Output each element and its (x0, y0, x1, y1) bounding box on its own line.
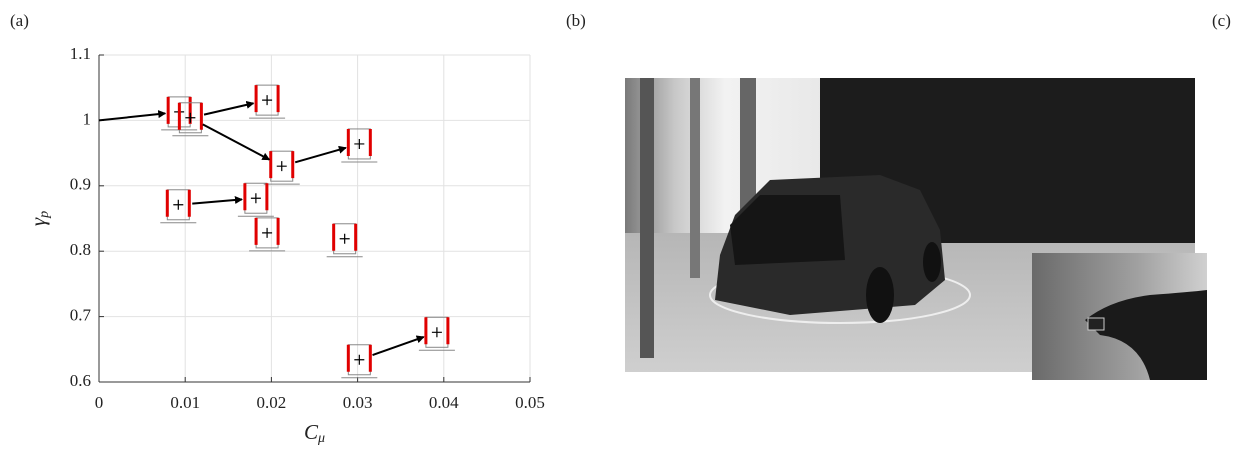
point (341, 128, 378, 163)
y-tick-label: 0.7 (70, 306, 92, 325)
point-box-red (332, 223, 358, 251)
point-cross (262, 227, 273, 238)
point-cross (276, 161, 287, 172)
x-tick-label: 0.04 (429, 393, 459, 412)
point (418, 316, 455, 351)
y-tick-label: 1.1 (70, 44, 91, 63)
y-tick-label: 0.8 (70, 240, 91, 259)
point-box-red (177, 102, 203, 130)
x-tick-label: 0.01 (170, 393, 200, 412)
x-axis-label-sub: μ (317, 431, 325, 446)
y-tick-label: 0.6 (70, 371, 91, 390)
point-cross (250, 193, 261, 204)
x-tick-label: 0.02 (257, 393, 287, 412)
point-cross (431, 327, 442, 338)
x-tick-label: 0.03 (343, 393, 373, 412)
point-box-red (254, 85, 280, 113)
panel-label: (b) (566, 11, 586, 30)
y-tick-label: 0.9 (70, 175, 91, 194)
point (237, 182, 274, 217)
panel-label: (c) (1212, 11, 1231, 30)
point (160, 189, 197, 224)
point (172, 102, 209, 137)
photo-wind-tunnel (625, 78, 1195, 372)
point-box-red (243, 183, 269, 211)
point-cross (354, 138, 365, 149)
x-tick-label: 0.05 (515, 393, 545, 412)
point-box-red (424, 317, 450, 345)
point-cross (173, 199, 184, 210)
x-axis-label-main: C (304, 420, 319, 444)
point-cross (185, 112, 196, 123)
arrow (372, 335, 425, 357)
arrow (203, 100, 255, 116)
arrow (294, 145, 347, 164)
point-box-red (269, 151, 295, 179)
point-box-red (254, 217, 280, 245)
point-box-red (346, 128, 372, 156)
point-cross (354, 354, 365, 365)
point (263, 150, 300, 185)
point (249, 84, 286, 119)
point-cross (339, 233, 350, 244)
y-axis-label: γp (26, 211, 52, 226)
arrow (202, 123, 271, 161)
point (249, 217, 286, 252)
y-axis-label-main: γ (26, 217, 50, 226)
x-axis-label: Cμ (304, 420, 325, 446)
point (341, 344, 378, 379)
y-tick-label: 1 (83, 109, 92, 128)
arrow (192, 196, 243, 205)
arrow (98, 110, 167, 122)
panel-label: (a) (10, 11, 29, 30)
point-box-red (165, 189, 191, 217)
point (326, 223, 363, 258)
point-box-red (346, 344, 372, 372)
point-cross (262, 95, 273, 106)
y-axis-label-sub: p (37, 211, 52, 219)
photo-inset (1032, 253, 1207, 380)
x-tick-label: 0 (95, 393, 104, 412)
